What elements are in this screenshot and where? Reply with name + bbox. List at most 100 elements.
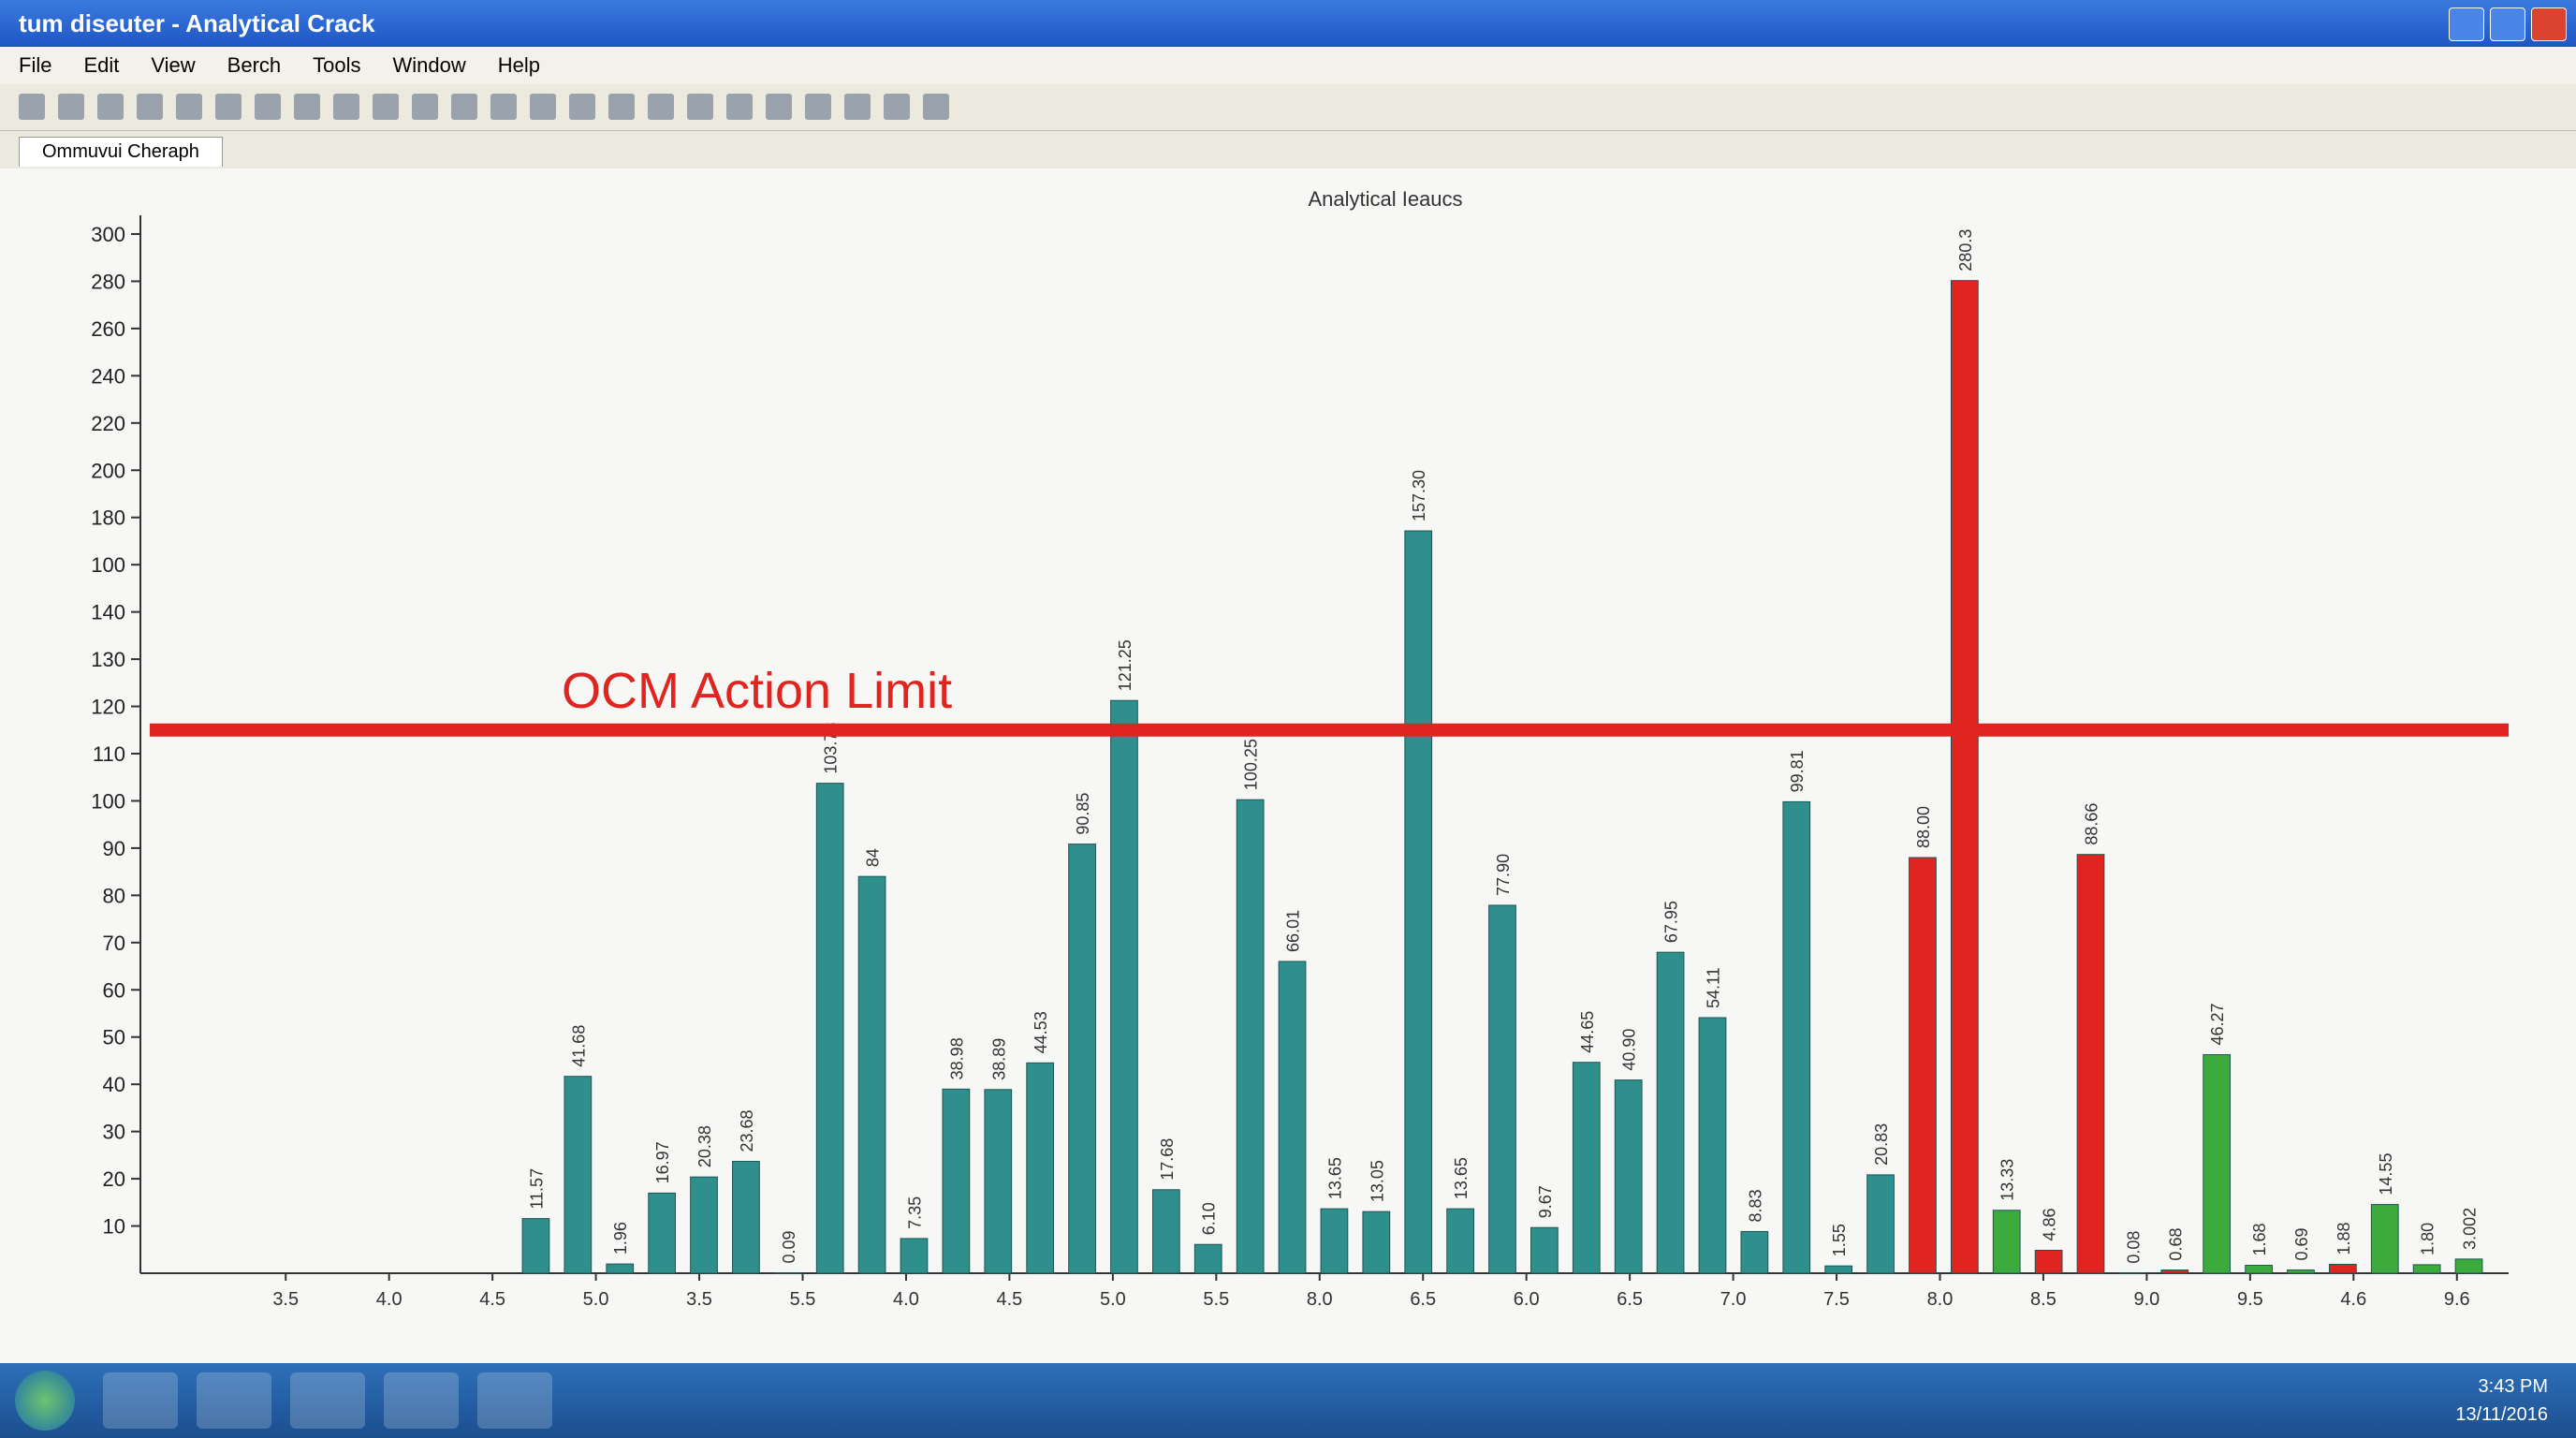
value-label: 38.98	[947, 1037, 966, 1079]
bar	[1151, 1189, 1180, 1274]
tool-button[interactable]	[569, 94, 595, 120]
bar	[2245, 1265, 2273, 1274]
x-tick-label: 3.5	[272, 1289, 299, 1310]
bar	[648, 1192, 676, 1274]
tool-button[interactable]	[373, 94, 399, 120]
value-label: 6.10	[1200, 1202, 1219, 1235]
value-label: 100.25	[1242, 739, 1261, 790]
value-label: 0.08	[2124, 1231, 2143, 1264]
menu-item[interactable]: Edit	[83, 53, 120, 77]
value-label: 4.86	[2041, 1208, 2059, 1240]
value-label: 157.30	[1410, 470, 1428, 521]
menu-item[interactable]: Window	[392, 53, 466, 77]
title-bar: tum diseuter - Analytical Crack	[0, 0, 2576, 47]
x-tick-label: 8.0	[1307, 1289, 1333, 1310]
value-label: 38.89	[989, 1038, 1008, 1080]
x-tick-label: 9.6	[2444, 1289, 2470, 1310]
maximize[interactable]	[2490, 7, 2525, 41]
taskbar-icon[interactable]	[384, 1372, 459, 1429]
x-tick-label: 8.0	[1927, 1289, 1954, 1310]
value-label: 67.95	[1662, 901, 1681, 943]
x-tick-label: 5.5	[1203, 1289, 1229, 1310]
value-label: 0.68	[2166, 1228, 2185, 1261]
bar	[1320, 1208, 1349, 1274]
date: 13/11/2016	[2455, 1404, 2548, 1425]
menu-item[interactable]: Help	[497, 53, 541, 77]
menu-item[interactable]: File	[19, 53, 52, 77]
value-label: 7.35	[905, 1196, 924, 1229]
menu-item[interactable]: Berch	[227, 53, 282, 77]
taskbar-icon[interactable]	[197, 1372, 271, 1429]
tool-button[interactable]	[805, 94, 831, 120]
value-label: 90.85	[1074, 793, 1092, 835]
tool-button[interactable]	[451, 94, 477, 120]
bar	[2203, 1054, 2232, 1274]
tool-button[interactable]	[923, 94, 949, 120]
bar	[564, 1076, 593, 1274]
value-label: 99.81	[1788, 750, 1807, 792]
tool-button[interactable]	[648, 94, 674, 120]
bar	[690, 1176, 718, 1274]
x-tick-label: 4.5	[479, 1289, 505, 1310]
y-tick-label: 120	[91, 696, 125, 719]
bar	[2287, 1269, 2315, 1274]
minimize[interactable]	[2449, 7, 2484, 41]
tool-button[interactable]	[294, 94, 320, 120]
taskbar-icon[interactable]	[477, 1372, 552, 1429]
tool-button[interactable]	[884, 94, 910, 120]
bar	[1992, 1210, 2021, 1274]
tool-button[interactable]	[490, 94, 517, 120]
bar	[1656, 951, 1685, 1274]
tool-button[interactable]	[412, 94, 438, 120]
tool-button[interactable]	[97, 94, 124, 120]
y-tick-label: 260	[91, 317, 125, 341]
value-label: 16.97	[653, 1141, 672, 1183]
tool-button[interactable]	[215, 94, 242, 120]
value-label: 1.80	[2419, 1223, 2437, 1255]
tool-button[interactable]	[137, 94, 163, 120]
y-tick-label: 110	[93, 742, 125, 766]
bar	[606, 1263, 635, 1274]
x-tick-label: 7.5	[1823, 1289, 1850, 1310]
bar	[1236, 799, 1265, 1274]
y-tick-label: 130	[91, 648, 125, 671]
bar	[1740, 1230, 1769, 1274]
tool-button[interactable]	[58, 94, 84, 120]
bar	[1110, 699, 1138, 1274]
tool-button[interactable]	[844, 94, 871, 120]
tool-button[interactable]	[333, 94, 359, 120]
x-tick-label: 5.0	[583, 1289, 609, 1310]
taskbar-icon[interactable]	[103, 1372, 178, 1429]
value-label: 1.55	[1830, 1224, 1849, 1256]
window-title: tum diseuter - Analytical Crack	[19, 9, 375, 37]
menu-item[interactable]: Tools	[313, 53, 361, 77]
x-tick-label: 8.5	[2030, 1289, 2056, 1310]
start-button[interactable]	[15, 1371, 75, 1431]
tool-button[interactable]	[687, 94, 713, 120]
x-tick-label: 7.0	[1720, 1289, 1747, 1310]
value-label: 11.57	[527, 1168, 546, 1210]
bar	[1446, 1208, 1474, 1274]
bar	[732, 1161, 760, 1274]
tool-button[interactable]	[176, 94, 202, 120]
tool-button[interactable]	[19, 94, 45, 120]
value-label: 9.67	[1536, 1185, 1555, 1218]
close[interactable]	[2531, 7, 2567, 41]
tab[interactable]: Ommuvui Cheraph	[19, 137, 223, 167]
menu-item[interactable]: View	[151, 53, 196, 77]
x-tick-label: 5.0	[1100, 1289, 1126, 1310]
tool-button[interactable]	[766, 94, 792, 120]
bar	[857, 875, 886, 1274]
value-label: 3.002	[2461, 1208, 2480, 1250]
bar	[2370, 1204, 2399, 1274]
tool-button[interactable]	[608, 94, 635, 120]
tool-button[interactable]	[530, 94, 556, 120]
bar	[521, 1218, 550, 1274]
value-label: 13.33	[1998, 1159, 2017, 1201]
tool-button[interactable]	[255, 94, 281, 120]
y-tick-label: 90	[103, 837, 125, 860]
tool-button[interactable]	[726, 94, 753, 120]
value-label: 13.65	[1325, 1157, 1344, 1199]
taskbar-icon[interactable]	[290, 1372, 365, 1429]
